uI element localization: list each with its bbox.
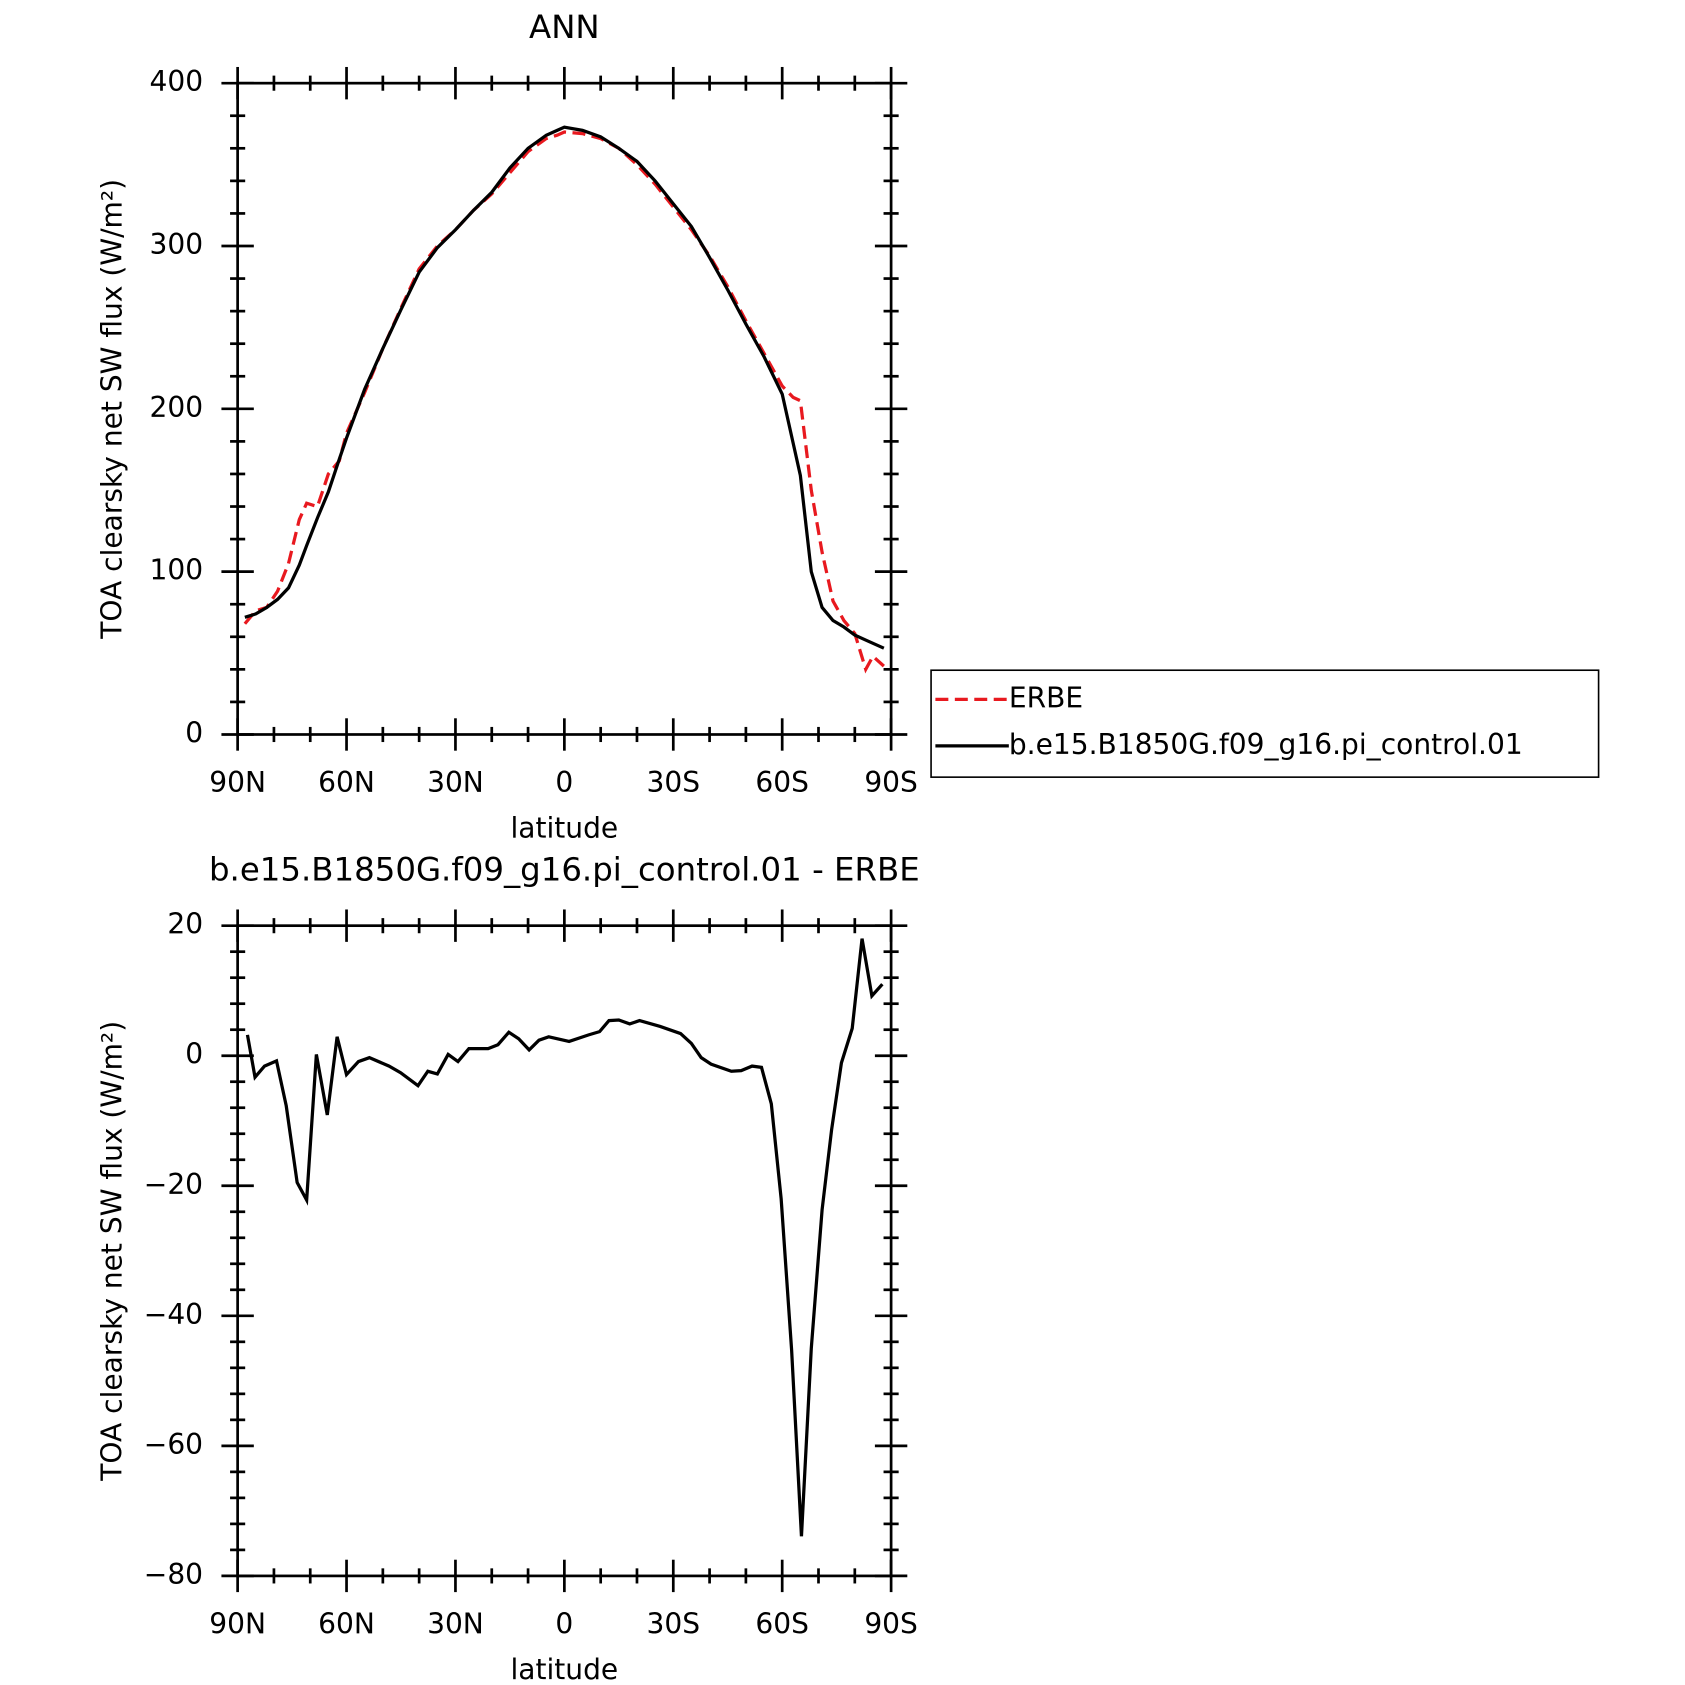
x-tick-label: 60N: [318, 766, 375, 799]
y-tick-label: 300: [149, 228, 203, 261]
x-tick-label: 90N: [209, 766, 266, 799]
legend: ERBE b.e15.B1850G.f09_g16.pi_control.01: [930, 669, 1600, 778]
data-line: [243, 130, 885, 674]
data-line: [245, 938, 884, 1537]
chart-title: ANN: [529, 8, 600, 46]
legend-label: ERBE: [1009, 681, 1083, 714]
x-tick-label: 90N: [209, 1608, 266, 1641]
y-tick-label: 100: [149, 554, 203, 587]
x-tick-label: 30N: [427, 766, 484, 799]
legend-box: [930, 669, 1600, 778]
x-tick-label: 60N: [318, 1608, 375, 1641]
y-axis-label: TOA clearsky net SW flux (W/m²): [95, 179, 128, 640]
x-tick-label: 90S: [864, 1608, 918, 1641]
y-tick-label: 200: [149, 391, 203, 424]
x-tick-label: 30S: [646, 1608, 700, 1641]
x-tick-label: 90S: [864, 766, 918, 799]
chart-title: b.e15.B1850G.f09_g16.pi_control.01 - ERB…: [209, 851, 920, 889]
x-tick-label: 0: [555, 766, 573, 799]
y-tick-label: 20: [167, 908, 203, 941]
y-tick-label: −20: [144, 1168, 203, 1201]
x-axis-label: latitude: [510, 1653, 618, 1685]
y-axis-label: TOA clearsky net SW flux (W/m²): [95, 1021, 128, 1482]
y-tick-label: −80: [144, 1558, 203, 1591]
x-tick-label: 60S: [755, 1608, 809, 1641]
x-tick-label: 0: [555, 1608, 573, 1641]
legend-label: b.e15.B1850G.f09_g16.pi_control.01: [1009, 728, 1523, 761]
y-tick-label: 400: [149, 65, 203, 98]
x-tick-label: 30N: [427, 1608, 484, 1641]
y-tick-label: −40: [144, 1298, 203, 1331]
data-line: [244, 125, 885, 650]
y-tick-label: 0: [185, 716, 203, 749]
y-tick-label: 0: [185, 1038, 203, 1071]
x-tick-label: 30S: [646, 766, 700, 799]
x-tick-label: 60S: [755, 766, 809, 799]
y-tick-label: −60: [144, 1428, 203, 1461]
x-axis-label: latitude: [510, 812, 618, 845]
